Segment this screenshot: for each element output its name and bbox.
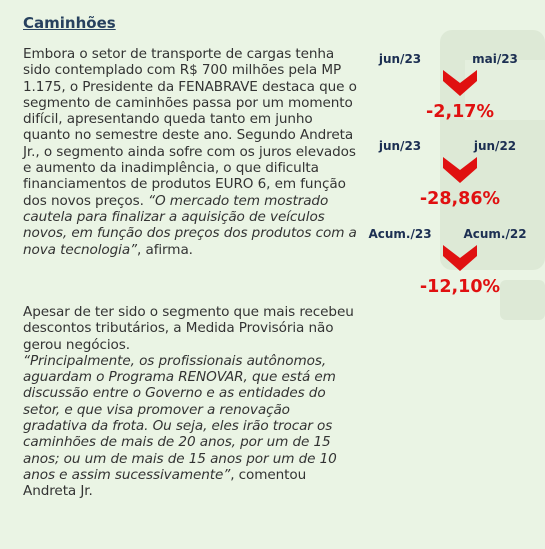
text: Apesar de ter sido o segmento que mais r… — [23, 304, 354, 353]
quote: “Principalmente, os profissionais autôno… — [23, 352, 337, 483]
current-period: Acum./23 — [368, 227, 432, 241]
text: , comentou Andreta Jr. — [23, 466, 307, 500]
previous-period: jun/22 — [473, 139, 517, 153]
text: , afirma. — [137, 241, 193, 258]
down-arrow — [443, 245, 477, 271]
text: Embora o setor de transporte de cargas t… — [23, 46, 357, 209]
quote: “O mercado tem mostrado cautela para fin… — [23, 192, 357, 258]
change-value: -28,86% — [419, 189, 501, 209]
comparison: jun/23 mai/23 -2,17% — [370, 52, 545, 142]
paragraph: Embora o setor de transporte de cargas t… — [23, 46, 363, 258]
previous-period: mai/23 — [472, 52, 518, 66]
down-arrow — [443, 70, 477, 96]
title: Caminhões — [23, 14, 116, 32]
down-arrow — [443, 157, 477, 183]
previous-period: Acum./22 — [463, 227, 527, 241]
change-value: -2,17% — [426, 102, 494, 122]
change-value: -12,10% — [419, 277, 501, 297]
comparison: jun/23 jun/22 -28,86% — [370, 139, 545, 229]
paragraph: Apesar de ter sido o segmento que mais r… — [23, 304, 358, 500]
comparison: Acum./23 Acum./22 -12,10% — [368, 227, 545, 317]
current-period: jun/23 — [378, 52, 422, 66]
current-period: jun/23 — [378, 139, 422, 153]
